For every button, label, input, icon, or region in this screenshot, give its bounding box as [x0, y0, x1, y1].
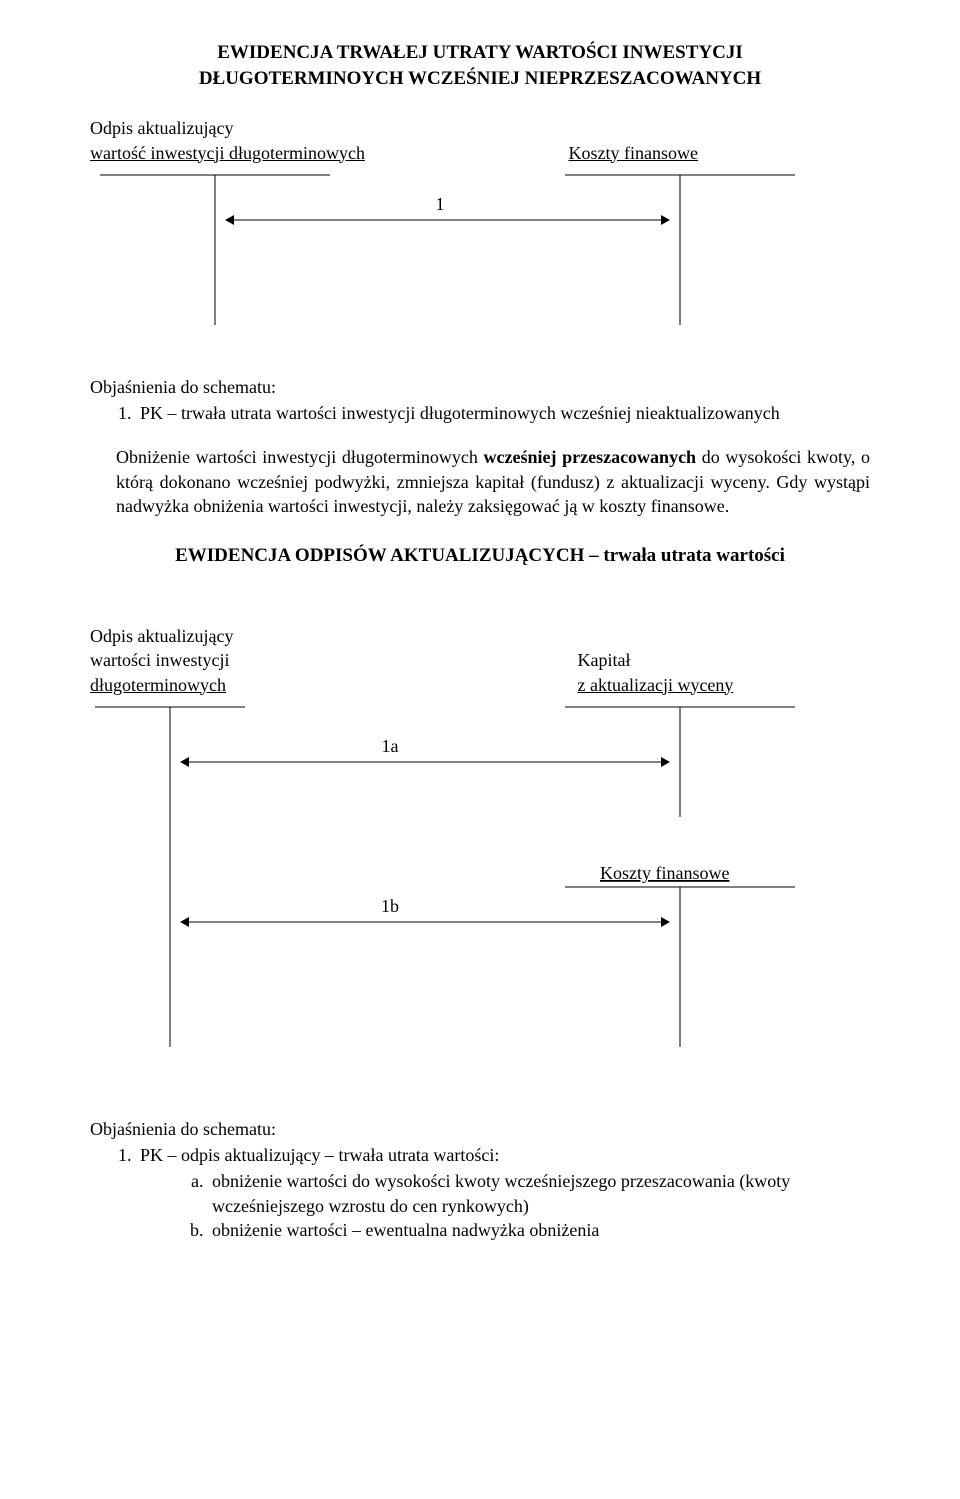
- s2-right-account-1: Kapitał z aktualizacji wyceny: [448, 648, 871, 697]
- s2-left-line3: długoterminowych: [90, 675, 226, 695]
- s2-left-account: Odpis aktualizujący wartości inwestycji …: [90, 624, 448, 697]
- s2-sub-a: obniżenie wartości do wysokości kwoty wc…: [208, 1169, 870, 1218]
- section2-diagram: 1a 1b Koszty finansowe: [90, 697, 870, 1067]
- s2-sublist: obniżenie wartości do wysokości kwoty wc…: [140, 1169, 870, 1242]
- section2-accounts: Odpis aktualizujący wartości inwestycji …: [90, 624, 870, 697]
- s1-explain-head: Objaśnienia do schematu:: [90, 375, 870, 399]
- s2-left-line1: Odpis aktualizujący: [90, 626, 233, 646]
- s1-para-plain: Obniżenie wartości inwestycji długotermi…: [116, 447, 478, 467]
- svg-text:1a: 1a: [382, 736, 399, 756]
- section2-title: EWIDENCJA ODPISÓW AKTUALIZUJĄCYCH – trwa…: [90, 543, 870, 569]
- s2-left-line2: wartości inwestycji: [90, 650, 229, 670]
- s2-explain-list: PK – odpis aktualizujący – trwała utrata…: [90, 1143, 870, 1242]
- section1-accounts: Odpis aktualizujący wartość inwestycji d…: [90, 116, 870, 165]
- s2-explain-item-1: PK – odpis aktualizujący – trwała utrata…: [136, 1143, 870, 1242]
- s1-left-line1: Odpis aktualizujący: [90, 118, 233, 138]
- s1-explain-item-1: PK – trwała utrata wartości inwestycji d…: [136, 401, 870, 425]
- s2-explain-head: Objaśnienia do schematu:: [90, 1117, 870, 1141]
- s1-paragraph: Obniżenie wartości inwestycji długotermi…: [116, 445, 870, 518]
- s1-left-line2: wartość inwestycji długoterminowych: [90, 143, 365, 163]
- s2-right1-line2: z aktualizacji wyceny: [578, 675, 734, 695]
- svg-text:1: 1: [436, 194, 445, 214]
- s2-explain-item-1-text: PK – odpis aktualizujący – trwała utrata…: [140, 1145, 499, 1165]
- svg-text:1b: 1b: [381, 896, 399, 916]
- s1-explain-list: PK – trwała utrata wartości inwestycji d…: [90, 401, 870, 425]
- s1-right-account: Koszty finansowe: [459, 141, 871, 165]
- s2-sub-b: obniżenie wartości – ewentualna nadwyżka…: [208, 1218, 870, 1242]
- svg-text:Koszty finansowe: Koszty finansowe: [600, 863, 729, 883]
- s1-para-bold: wcześniej przeszacowanych: [478, 447, 702, 467]
- section1-title: EWIDENCJA TRWAŁEJ UTRATY WARTOŚCI INWEST…: [90, 40, 870, 91]
- s1-right-line: Koszty finansowe: [569, 143, 698, 163]
- s1-left-account: Odpis aktualizujący wartość inwestycji d…: [90, 116, 459, 165]
- section1-diagram: 1: [90, 165, 870, 345]
- s2-right1-line1: Kapitał: [578, 650, 631, 670]
